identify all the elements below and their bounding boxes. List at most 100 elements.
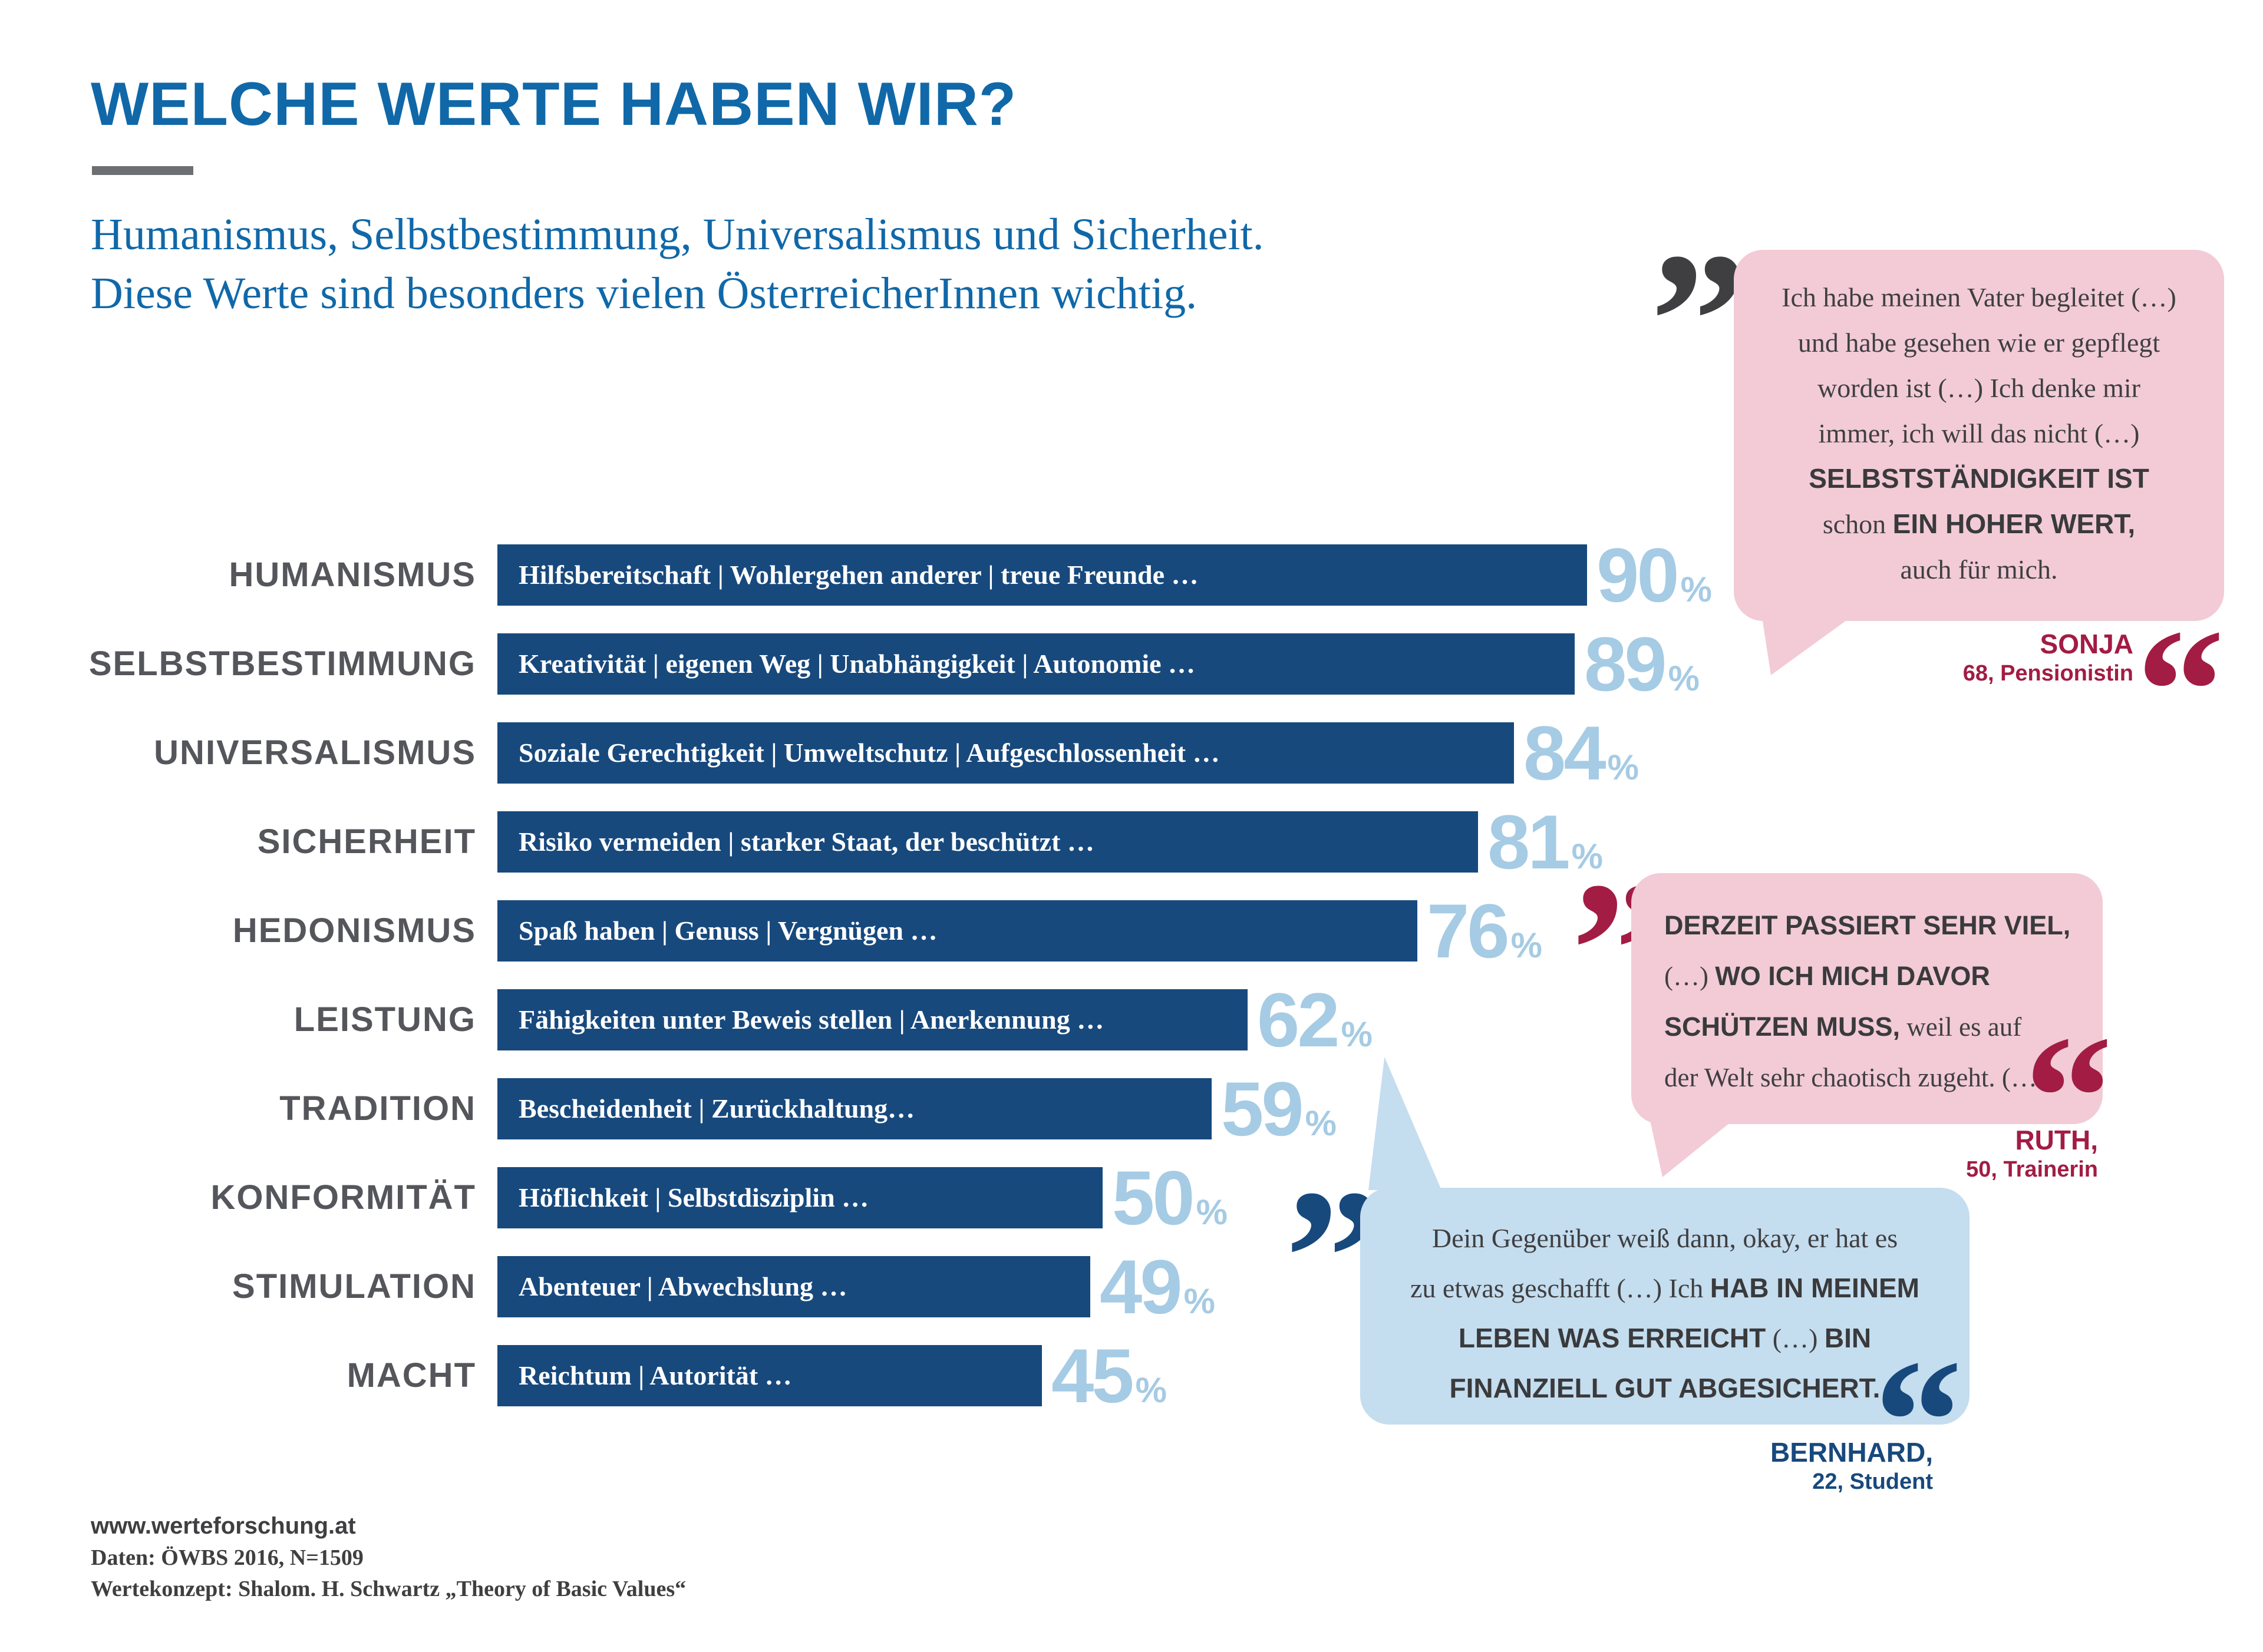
- percent-sign: %: [1183, 1281, 1215, 1321]
- category-label: HUMANISMUS: [229, 556, 476, 594]
- quote-text: DERZEIT PASSIERT SEHR VIEL, (…) WO ICH MI…: [1631, 873, 2103, 1103]
- quote-line: immer, ich will das nicht (…): [1818, 418, 2140, 448]
- close-quote-icon: “: [1874, 1323, 1962, 1519]
- bar-value-number: 81: [1487, 798, 1571, 885]
- quote-line: zu etwas geschafft (…) Ich HAB IN MEINEM: [1410, 1273, 1919, 1303]
- category-label: HEDONISMUS: [232, 911, 476, 950]
- bar-description: Höflichkeit | Selbstdisziplin …: [519, 1182, 869, 1212]
- bar-value: 49%: [1100, 1248, 1215, 1325]
- open-quote-icon: ”: [1650, 213, 1747, 428]
- quote-text: Dein Gegenüber weiß dann, okay, er hat e…: [1360, 1188, 1970, 1413]
- bar-value: 89%: [1584, 626, 1700, 702]
- speaker-name: RUTH,: [2015, 1125, 2098, 1155]
- category-label: STIMULATION: [232, 1267, 476, 1306]
- bar-description: Spaß haben | Genuss | Vergnügen …: [519, 916, 938, 946]
- bar-value-number: 90: [1596, 531, 1680, 618]
- speaker-detail: 50, Trainerin: [1966, 1157, 2098, 1182]
- quote-line: Ich habe meinen Vater begleitet (…): [1782, 282, 2176, 312]
- bar-value-number: 62: [1257, 976, 1340, 1063]
- bar-description: Risiko vermeiden | starker Staat, der be…: [519, 827, 1094, 857]
- speaker-detail: 68, Pensionistin: [1962, 661, 2133, 686]
- quote-attribution-sonja: SONJA 68, Pensionistin: [1850, 628, 2133, 687]
- quote-text: Ich habe meinen Vater begleitet (…) und h…: [1734, 250, 2224, 592]
- quote-bubble-bernhard: Dein Gegenüber weiß dann, okay, er hat e…: [1360, 1188, 1970, 1425]
- speaker-name: BERNHARD,: [1770, 1437, 1933, 1468]
- chart-row: SELBSTBESTIMMUNG Kreativität | eigenen We…: [0, 619, 2263, 708]
- quote-line: FINANZIELL GUT ABGESICHERT.: [1449, 1373, 1881, 1403]
- bar-description: Bescheidenheit | Zurückhaltung…: [519, 1093, 915, 1124]
- bar-value: 84%: [1523, 715, 1639, 791]
- subtitle-line-1: Humanismus, Selbstbestimmung, Universali…: [91, 210, 1264, 259]
- close-quote-icon: “: [2024, 999, 2113, 1195]
- subtitle-line-2: Diese Werte sind besonders vielen Österr…: [91, 269, 1198, 318]
- close-quote-icon: “: [2136, 593, 2225, 788]
- value-bar: Abenteuer | Abwechslung …: [497, 1255, 1090, 1317]
- quote-line: schon EIN HOHER WERT,: [1822, 508, 2136, 539]
- quote-line: der Welt sehr chaotisch zugeht. (…: [1664, 1063, 2037, 1092]
- quote-line: SELBSTSTÄNDIGKEIT IST: [1809, 463, 2149, 494]
- category-label: SELBSTBESTIMMUNG: [88, 645, 476, 683]
- value-bar: Risiko vermeiden | starker Staat, der be…: [497, 811, 1478, 873]
- category-label: LEISTUNG: [293, 1000, 476, 1039]
- percent-sign: %: [1305, 1103, 1337, 1143]
- quote-attribution-bernhard: BERNHARD, 22, Student: [1697, 1436, 1933, 1495]
- value-bar: Hilfsbereitschaft | Wohlergehen anderer …: [497, 544, 1587, 606]
- quote-line: Dein Gegenüber weiß dann, okay, er hat e…: [1431, 1223, 1898, 1253]
- bar-value: 90%: [1596, 537, 1712, 613]
- bar-description: Kreativität | eigenen Weg | Unabhängigke…: [519, 649, 1196, 679]
- bar-value: 62%: [1257, 982, 1373, 1058]
- chart-row: LEISTUNG Fähigkeiten unter Beweis stellen…: [0, 975, 2263, 1064]
- value-bar: Spaß haben | Genuss | Vergnügen …: [497, 900, 1417, 962]
- bar-value-number: 45: [1051, 1332, 1134, 1419]
- bar-value: 45%: [1051, 1337, 1167, 1414]
- percent-sign: %: [1571, 836, 1603, 876]
- chart-row: MACHT Reichtum | Autorität … 45%: [0, 1331, 2263, 1420]
- chart-row: UNIVERSALISMUS Soziale Gerechtigkeit | Um…: [0, 708, 2263, 797]
- bar-value: 76%: [1427, 893, 1542, 969]
- value-bar: Reichtum | Autorität …: [497, 1344, 1042, 1406]
- percent-sign: %: [1135, 1370, 1167, 1410]
- bar-chart: HUMANISMUS Hilfsbereitschaft | Wohlergehe…: [0, 530, 2263, 1420]
- quote-line: auch für mich.: [1900, 554, 2058, 584]
- value-bar: Höflichkeit | Selbstdisziplin …: [497, 1167, 1103, 1228]
- value-bar: Fähigkeiten unter Beweis stellen | Anerk…: [497, 989, 1248, 1050]
- title-divider: [92, 166, 193, 175]
- chart-row: STIMULATION Abenteuer | Abwechslung … 49%: [0, 1242, 2263, 1331]
- footer: www.werteforschung.at Daten: ÖWBS 2016, …: [91, 1509, 686, 1605]
- chart-row: KONFORMITÄT Höflichkeit | Selbstdisziplin…: [0, 1153, 2263, 1242]
- source-url: www.werteforschung.at: [91, 1513, 356, 1539]
- category-label: TRADITION: [279, 1089, 476, 1128]
- chart-row: SICHERHEIT Risiko vermeiden | starker Sta…: [0, 797, 2263, 886]
- bar-value-number: 84: [1523, 709, 1606, 796]
- bar-value: 50%: [1112, 1159, 1228, 1236]
- bar-value-number: 49: [1100, 1243, 1183, 1330]
- value-bar: Soziale Gerechtigkeit | Umweltschutz | A…: [497, 722, 1514, 784]
- subtitle: Humanismus, Selbstbestimmung, Universali…: [91, 205, 1264, 323]
- chart-row: HEDONISMUS Spaß haben | Genuss | Vergnüge…: [0, 886, 2263, 975]
- bar-value: 59%: [1221, 1071, 1337, 1147]
- bar-value-number: 50: [1112, 1154, 1195, 1241]
- value-bar: Kreativität | eigenen Weg | Unabhängigke…: [497, 633, 1575, 695]
- bar-description: Hilfsbereitschaft | Wohlergehen anderer …: [519, 560, 1199, 590]
- quote-line: LEBEN WAS ERREICHT (…) BIN: [1458, 1323, 1872, 1353]
- quote-line: und habe gesehen wie er gepflegt: [1797, 328, 2160, 358]
- concept-source: Wertekonzept: Shalom. H. Schwartz „Theor…: [91, 1577, 687, 1601]
- category-label: KONFORMITÄT: [210, 1178, 476, 1217]
- speaker-detail: 22, Student: [1812, 1469, 1933, 1494]
- quote-bubble-ruth: DERZEIT PASSIERT SEHR VIEL, (…) WO ICH MI…: [1631, 873, 2103, 1124]
- quote-bubble-sonja: Ich habe meinen Vater begleitet (…) und h…: [1734, 250, 2224, 621]
- chart-row: HUMANISMUS Hilfsbereitschaft | Wohlergehe…: [0, 530, 2263, 619]
- bar-value-number: 76: [1427, 887, 1510, 974]
- bar-description: Reichtum | Autorität …: [519, 1360, 792, 1390]
- chart-row: TRADITION Bescheidenheit | Zurückhaltung……: [0, 1064, 2263, 1153]
- category-label: SICHERHEIT: [257, 822, 476, 861]
- percent-sign: %: [1607, 747, 1639, 787]
- percent-sign: %: [1680, 569, 1712, 609]
- bar-description: Soziale Gerechtigkeit | Umweltschutz | A…: [519, 738, 1220, 768]
- quote-line: worden ist (…) Ich denke mir: [1817, 373, 2140, 403]
- page-title: WELCHE WERTE HABEN WIR?: [91, 70, 1017, 138]
- percent-sign: %: [1196, 1192, 1228, 1232]
- quote-line: SCHÜTZEN MUSS, weil es auf: [1664, 1012, 2022, 1042]
- quote-attribution-ruth: RUTH, 50, Trainerin: [1862, 1124, 2098, 1183]
- bar-value-number: 59: [1221, 1065, 1304, 1152]
